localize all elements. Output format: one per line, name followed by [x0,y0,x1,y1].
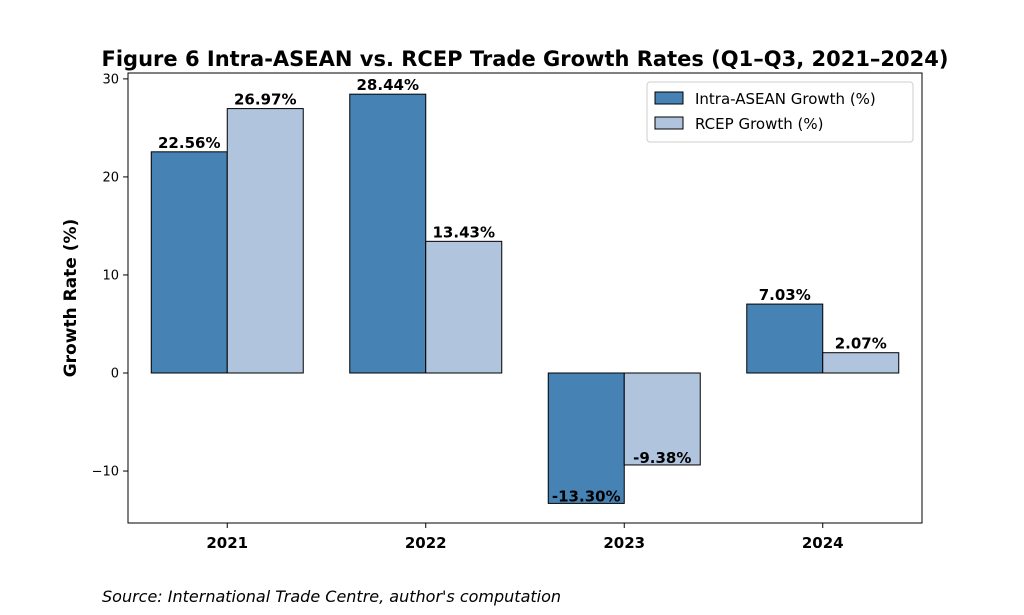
plot-area [127,72,923,524]
x-tick-label: 2021 [206,534,248,552]
x-tick-label: 2022 [405,534,447,552]
y-tick-label: 20 [102,170,119,185]
y-tick-label: −10 [92,465,119,480]
y-tick-label: 10 [102,268,119,283]
bar-intra-asean-2022 [349,93,427,374]
data-label: 2.07% [835,335,887,353]
data-label: 26.97% [234,91,296,109]
data-label: 22.56% [158,134,220,152]
legend-box [646,81,914,143]
data-label: 7.03% [759,286,811,304]
x-tick-label: 2023 [603,534,645,552]
legend: Intra-ASEAN Growth (%) RCEP Growth (%) [646,81,914,143]
x-axis: 2021 2022 2023 2024 [206,523,844,552]
bar-rcep-2021 [226,108,304,374]
data-label: -9.38% [633,449,691,467]
bar-intra-asean-2021 [150,151,228,374]
legend-label: RCEP Growth (%) [695,115,823,133]
chart-title: Figure 6 Intra-ASEAN vs. RCEP Trade Grow… [102,47,949,71]
data-label: 13.43% [433,223,495,241]
legend-swatch [654,116,684,130]
bars-group [150,93,900,504]
bar-rcep-2022 [425,240,503,374]
data-labels-group: 22.56% 26.97% 28.44% 13.43% -13.30% -9.38% 7.0… [158,76,887,505]
bar-intra-asean-2024 [746,303,824,374]
bar-rcep-2023 [623,372,701,466]
bar-intra-asean-2023 [547,372,625,504]
x-tick-label: 2024 [802,534,844,552]
y-axis-label: Growth Rate (%) [61,219,81,378]
y-axis: −10 0 10 20 30 [92,72,128,480]
source-note: Source: International Trade Centre, auth… [102,587,561,606]
data-label: 28.44% [357,76,419,94]
y-tick-label: 30 [102,72,119,87]
bar-rcep-2024 [822,352,900,374]
data-label: -13.30% [552,487,621,505]
y-tick-label: 0 [111,367,119,382]
legend-swatch [654,91,684,105]
legend-label: Intra-ASEAN Growth (%) [695,90,876,108]
